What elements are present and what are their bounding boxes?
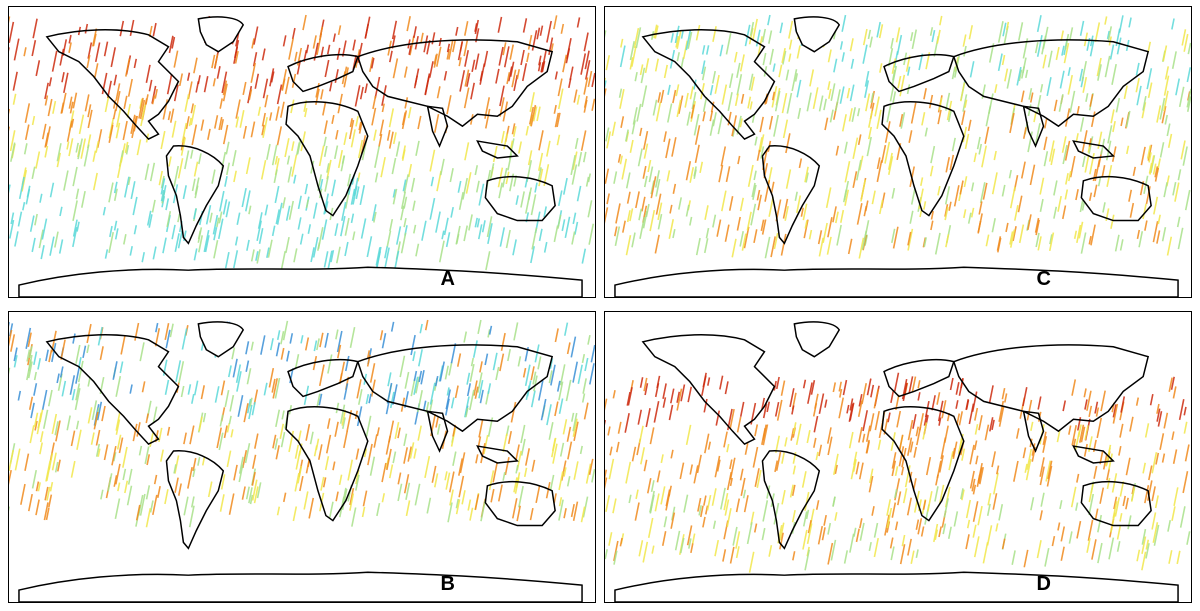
coastline: [18, 266, 583, 297]
coastline: [356, 39, 554, 128]
coastline: [883, 359, 955, 398]
coastline: [197, 16, 245, 53]
map-panel-c: C: [604, 6, 1192, 298]
panel-label-b: B: [440, 573, 455, 595]
coastline: [45, 29, 180, 141]
coastline: [287, 359, 359, 398]
coastline: [614, 266, 1179, 297]
panel-label-c: C: [1036, 268, 1051, 290]
swath-data-c: [605, 14, 1191, 259]
panel-label-d: D: [1036, 573, 1051, 595]
swath-data-a: [9, 14, 595, 271]
coastline: [1022, 410, 1045, 453]
coastline: [1022, 105, 1045, 148]
coastline: [761, 145, 821, 245]
coastlines-c: [614, 16, 1179, 297]
swath-data-d: [605, 372, 1191, 573]
coastline: [1080, 175, 1152, 222]
coastline: [356, 344, 554, 433]
coastline: [1072, 445, 1115, 464]
coastline: [45, 334, 180, 446]
coastline: [883, 54, 955, 93]
coastline: [1080, 480, 1152, 527]
coastline: [18, 571, 583, 602]
coastline: [881, 406, 965, 522]
coastline: [165, 450, 225, 550]
coastline: [426, 410, 449, 453]
coastline: [484, 480, 556, 527]
map-panel-a: A: [8, 6, 596, 298]
coastline: [476, 445, 519, 464]
coastline: [287, 54, 359, 93]
coastline: [641, 29, 776, 141]
map-c-svg: [605, 14, 1191, 297]
coastline: [484, 175, 556, 222]
coastlines-a: [18, 16, 583, 297]
map-panel-d: D: [604, 311, 1192, 603]
coastline: [476, 140, 519, 159]
coastline: [952, 39, 1150, 128]
coastline: [614, 571, 1179, 602]
coastline: [426, 105, 449, 148]
coastline: [952, 344, 1150, 433]
coastline: [165, 145, 225, 245]
map-panel-b: B: [8, 311, 596, 603]
coastline: [197, 321, 245, 358]
coastline: [285, 101, 369, 217]
coastline: [881, 101, 965, 217]
coastline: [793, 16, 841, 53]
map-d-svg: [605, 321, 1191, 602]
map-b-svg: [9, 319, 595, 602]
map-a-svg: [9, 14, 595, 297]
coastline: [761, 450, 821, 550]
swath-data-b: [9, 319, 595, 528]
panel-label-a: A: [440, 268, 455, 290]
coastline: [793, 321, 841, 358]
coastline: [1072, 140, 1115, 159]
coastline: [285, 406, 369, 522]
coastlines-b: [18, 321, 583, 602]
coastline: [641, 334, 776, 446]
coastlines-d: [614, 321, 1179, 602]
